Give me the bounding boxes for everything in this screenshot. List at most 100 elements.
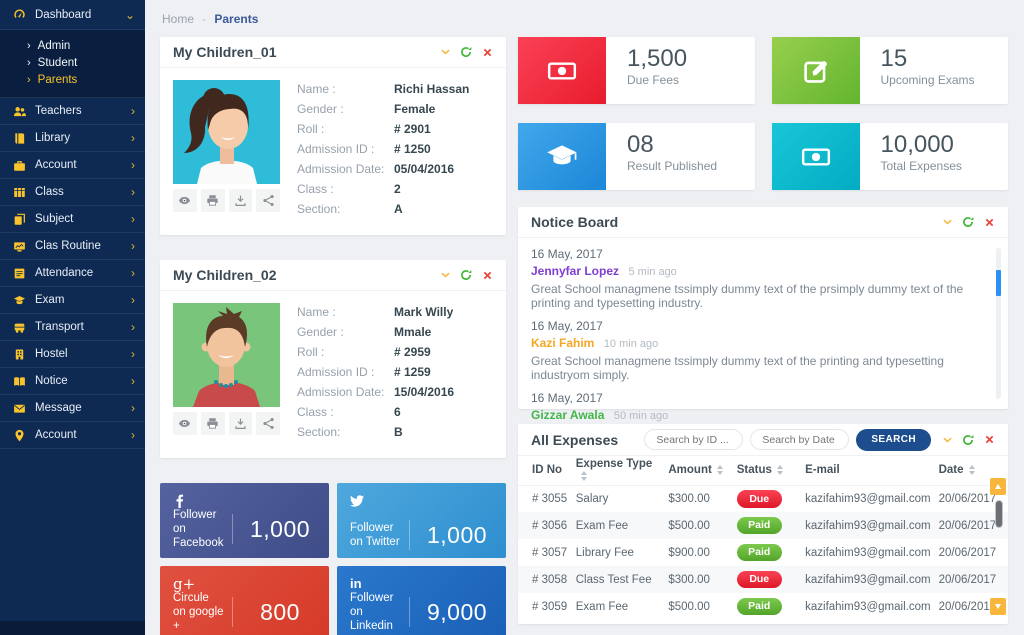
photo-column xyxy=(173,80,280,222)
collapse-chevron-icon[interactable] xyxy=(439,269,451,281)
sidebar-item-teachers[interactable]: Teachers › xyxy=(0,98,145,125)
sidebar-item-notice[interactable]: Notice › xyxy=(0,368,145,395)
table-row[interactable]: # 3057 Library Fee $900.00 Paid kazifahim9… xyxy=(518,539,1008,566)
search-by-date-input[interactable] xyxy=(750,429,850,450)
field-value: Mmale xyxy=(394,325,432,339)
col-expense-type[interactable]: Expense Type xyxy=(571,456,665,486)
view-button[interactable] xyxy=(173,412,197,435)
notice-time: 10 min ago xyxy=(603,338,659,350)
print-button[interactable] xyxy=(200,189,225,212)
twitter-card[interactable]: Follower on Twitter 1,000 xyxy=(337,483,506,558)
hostel-icon xyxy=(12,347,26,361)
detail-row: Class : 2 xyxy=(297,182,493,197)
sidebar-item-label: Hostel xyxy=(35,348,68,360)
facebook-card[interactable]: Follower on Facebook 1,000 xyxy=(160,483,329,558)
sidebar-subitem-student[interactable]: › Student xyxy=(0,54,145,71)
table-row[interactable]: # 3058 Class Test Fee $300.00 Due kazifahi… xyxy=(518,566,1008,593)
notice-scrollbar-thumb[interactable] xyxy=(996,270,1001,296)
print-button[interactable] xyxy=(200,412,225,435)
share-button[interactable] xyxy=(256,412,280,435)
sidebar-item-account-location[interactable]: Account › xyxy=(0,422,145,449)
detail-row: Admission Date: 05/04/2016 xyxy=(297,162,493,177)
col-date[interactable]: Date xyxy=(934,456,1008,486)
field-value: Mark Willy xyxy=(394,305,454,319)
view-button[interactable] xyxy=(173,189,197,212)
all-expenses-title: All Expenses xyxy=(531,431,619,448)
field-value: # 2901 xyxy=(394,122,431,136)
refresh-icon[interactable] xyxy=(460,269,472,281)
sidebar-item-dashboard[interactable]: Dashboard ⌄ xyxy=(0,0,145,30)
sidebar-item-message[interactable]: Message › xyxy=(0,395,145,422)
share-button[interactable] xyxy=(256,189,280,212)
download-button[interactable] xyxy=(228,412,253,435)
briefcase-icon xyxy=(12,158,26,172)
google-plus-card[interactable]: g+ Circule on google + 800 xyxy=(160,566,329,635)
collapse-chevron-icon[interactable] xyxy=(941,216,953,228)
expenses-scrollbar-thumb[interactable] xyxy=(995,500,1003,528)
scroll-up-button[interactable] xyxy=(990,478,1006,495)
sort-icon[interactable] xyxy=(968,465,975,476)
sidebar-item-subject[interactable]: Subject › xyxy=(0,206,145,233)
sidebar-item-transport[interactable]: Transport › xyxy=(0,314,145,341)
refresh-icon[interactable] xyxy=(962,434,974,446)
download-button[interactable] xyxy=(228,189,253,212)
sidebar-subitem-parents[interactable]: › Parents xyxy=(0,71,145,88)
sidebar-item-class[interactable]: Class › xyxy=(0,179,145,206)
close-icon[interactable] xyxy=(983,434,995,446)
col-amount[interactable]: Amount xyxy=(664,456,733,486)
notice-scrollbar-track[interactable] xyxy=(996,248,1001,399)
sidebar-item-hostel[interactable]: Hostel › xyxy=(0,341,145,368)
photo-actions xyxy=(173,189,280,212)
linkedin-card[interactable]: in Follower on Linkedin 9,000 xyxy=(337,566,506,635)
sidebar-subitem-admin[interactable]: › Admin xyxy=(0,37,145,54)
detail-row: Roll : # 2901 xyxy=(297,122,493,137)
google-circle-count: 800 xyxy=(260,598,300,625)
search-button[interactable]: SEARCH xyxy=(856,428,931,451)
refresh-icon[interactable] xyxy=(962,216,974,228)
notice-text: Great School managmene tssimply dummy te… xyxy=(531,282,964,310)
notice-icon xyxy=(12,374,26,388)
card-controls xyxy=(941,434,995,446)
table-row[interactable]: # 3059 Exam Fee $500.00 Paid kazifahim93@g… xyxy=(518,593,1008,620)
notice-author[interactable]: Jennyfar Lopez xyxy=(531,264,620,278)
subitem-label: Admin xyxy=(37,39,71,52)
card-title: My Children_01 xyxy=(173,44,277,60)
notice-author[interactable]: Gizzar Awala xyxy=(531,408,605,422)
scroll-down-button[interactable] xyxy=(990,598,1006,615)
social-label: Circule on google + xyxy=(173,592,224,632)
social-bottom: Follower on Twitter 1,000 xyxy=(350,520,494,550)
collapse-chevron-icon[interactable] xyxy=(439,46,451,58)
right-column: 1,500 Due Fees 15 Upcoming Exams xyxy=(518,37,1008,635)
sort-icon[interactable] xyxy=(716,465,723,476)
chevron-right-icon: › xyxy=(131,185,135,199)
collapse-chevron-icon[interactable] xyxy=(941,434,953,446)
field-label: Section: xyxy=(297,202,341,216)
col-id: ID No xyxy=(518,456,572,486)
sidebar-item-account[interactable]: Account › xyxy=(0,152,145,179)
sidebar-item-library[interactable]: Library › xyxy=(0,125,145,152)
field-value: 2 xyxy=(394,182,401,196)
sort-icon[interactable] xyxy=(776,465,783,476)
sidebar-item-label: Message xyxy=(35,402,82,414)
twitter-follower-count: 1,000 xyxy=(426,521,488,548)
close-icon[interactable] xyxy=(481,46,493,58)
close-icon[interactable] xyxy=(983,216,995,228)
sort-icon[interactable] xyxy=(580,471,587,482)
table-row[interactable]: # 3056 Exam Fee $500.00 Paid kazifahim93@g… xyxy=(518,512,1008,539)
sidebar-item-attendance[interactable]: Attendance › xyxy=(0,260,145,287)
sidebar-item-exam[interactable]: Exam › xyxy=(0,287,145,314)
field-value: A xyxy=(394,202,403,216)
col-status[interactable]: Status xyxy=(732,456,802,486)
breadcrumb-home-link[interactable]: Home xyxy=(162,12,195,26)
subject-copy-icon xyxy=(12,212,26,226)
notice-meta: Kazi Fahim 10 min ago xyxy=(531,334,982,352)
sidebar-item-clas-routine[interactable]: Clas Routine › xyxy=(0,233,145,260)
table-row[interactable]: # 3055 Salary $300.00 Due kazifahim93@gmai… xyxy=(518,485,1008,512)
detail-row: Section: B xyxy=(297,425,493,440)
notice-author[interactable]: Kazi Fahim xyxy=(531,336,595,350)
search-by-id-input[interactable] xyxy=(644,429,744,450)
chevron-right-icon: › xyxy=(131,428,135,442)
chevron-down-icon: ⌄ xyxy=(124,7,135,22)
refresh-icon[interactable] xyxy=(460,46,472,58)
close-icon[interactable] xyxy=(481,269,493,281)
